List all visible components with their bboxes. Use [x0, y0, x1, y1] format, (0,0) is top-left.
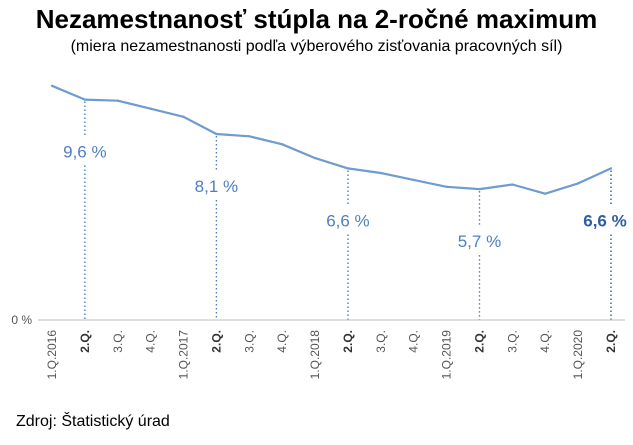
data-point — [116, 99, 119, 102]
data-point — [346, 167, 350, 170]
data-label: 6,6 % — [326, 211, 369, 230]
x-tick-label: 3.Q. — [242, 330, 256, 353]
x-tick-label: 4.Q. — [144, 330, 158, 353]
data-point — [445, 185, 448, 189]
x-tick-label: 2.Q. — [604, 330, 618, 353]
series-line — [51, 84, 612, 195]
data-point — [182, 115, 185, 118]
x-tick-label: 1.Q.2018 — [308, 330, 322, 380]
x-tick-label: 1.Q.2019 — [440, 330, 454, 380]
x-tick-label: 1.Q.2016 — [45, 330, 59, 380]
data-point — [478, 187, 481, 191]
y-tick-label: 0 % — [11, 313, 32, 327]
x-tick-label: 2.Q. — [209, 330, 223, 353]
chart-title: Nezamestnanosť stúpla na 2-ročné maximum — [35, 4, 598, 34]
data-point — [149, 107, 152, 110]
x-tick-label: 4.Q. — [538, 330, 552, 353]
chart-subtitle: (miera nezamestnanosti podľa výberového … — [70, 38, 563, 55]
data-point — [83, 98, 87, 101]
data-point — [50, 84, 54, 87]
data-point — [313, 156, 317, 160]
source-note: Zdroj: Štatistický úrad — [16, 413, 170, 430]
data-label: 8,1 % — [195, 177, 238, 196]
data-point — [412, 178, 415, 182]
x-tick-label: 1.Q.2020 — [571, 330, 585, 380]
data-point — [609, 167, 613, 170]
data-point — [215, 132, 218, 136]
x-tick-label: 3.Q. — [374, 330, 388, 353]
x-tick-label: 2.Q. — [472, 330, 486, 353]
data-point — [576, 182, 580, 185]
data-point — [248, 135, 251, 138]
x-tick-label: 4.Q. — [275, 330, 289, 353]
x-tick-label: 3.Q. — [505, 330, 519, 353]
x-tick-label: 1.Q.2017 — [177, 330, 191, 380]
x-tick-label: 2.Q. — [78, 330, 92, 353]
data-point — [511, 183, 514, 186]
data-label: 6,6 % — [583, 211, 626, 230]
x-tick-label: 4.Q. — [407, 330, 421, 353]
data-point — [379, 171, 383, 175]
data-label: 5,7 % — [458, 232, 501, 251]
x-tick-label: 3.Q. — [111, 330, 125, 353]
data-label: 9,6 % — [63, 143, 106, 162]
x-tick-label: 2.Q. — [341, 330, 355, 353]
data-point — [280, 143, 284, 146]
data-point — [544, 192, 547, 195]
